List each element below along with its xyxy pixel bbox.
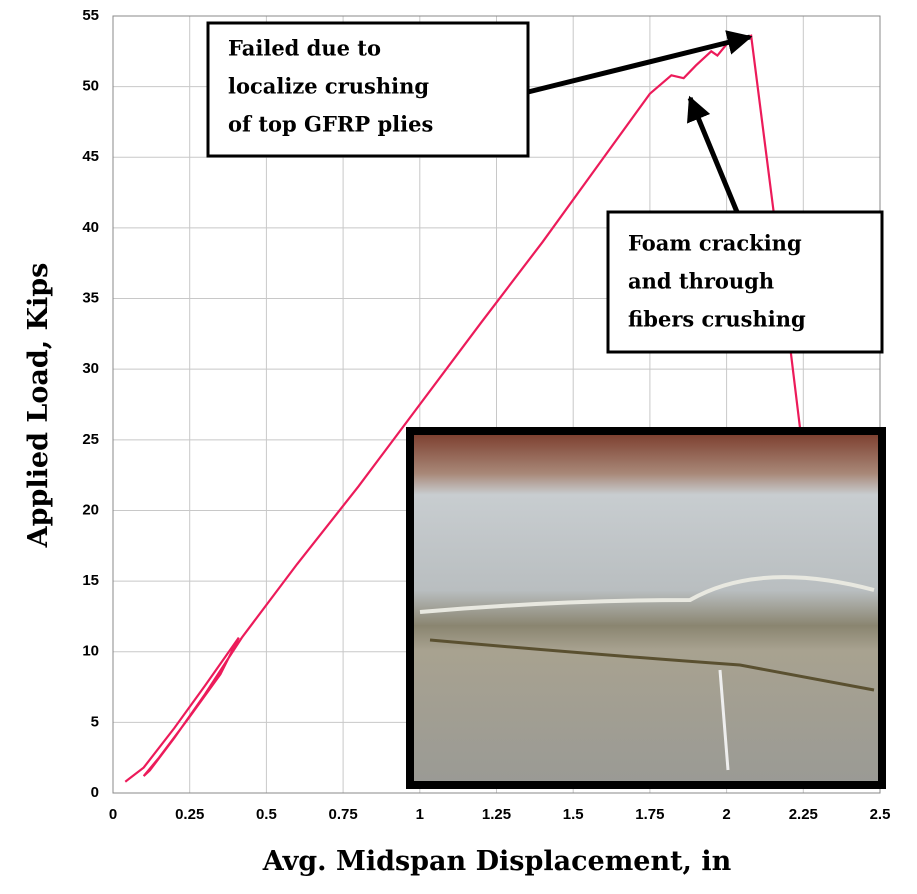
x-tick-label: 0 <box>109 806 117 823</box>
x-tick-label: 1 <box>416 806 424 823</box>
x-tick-label: 2.25 <box>789 806 818 823</box>
y-tick-label: 10 <box>82 643 99 660</box>
x-tick-label: 0.75 <box>328 806 357 823</box>
annotation-text: of top GFRP plies <box>228 112 433 137</box>
annotation-text: and through <box>628 269 774 294</box>
annotation-text: fibers crushing <box>628 307 806 332</box>
x-tick-label: 0.5 <box>256 806 277 823</box>
x-axis-title: Avg. Midspan Displacement, in <box>262 846 732 877</box>
y-tick-label: 50 <box>82 78 99 95</box>
annotation-text: localize crushing <box>228 74 429 99</box>
y-tick-label: 0 <box>91 784 99 801</box>
y-tick-label: 15 <box>82 572 99 589</box>
x-tick-label: 1.5 <box>563 806 584 823</box>
x-tick-label: 1.25 <box>482 806 511 823</box>
y-tick-label: 20 <box>82 501 99 518</box>
annotation <box>208 23 882 352</box>
y-tick-label: 35 <box>82 290 99 307</box>
x-tick-label: 1.75 <box>635 806 664 823</box>
arrow <box>690 98 737 212</box>
annotation-text: Foam cracking <box>628 231 802 256</box>
y-tick-label: 55 <box>82 7 99 24</box>
photo-inset <box>410 431 882 785</box>
annotation-text: Failed due to <box>228 36 381 61</box>
x-tick-label: 2 <box>722 806 730 823</box>
y-tick-label: 40 <box>82 219 99 236</box>
y-tick-label: 45 <box>82 148 99 165</box>
y-tick-label: 25 <box>82 431 99 448</box>
arrow <box>528 37 750 92</box>
y-tick-label: 30 <box>82 360 99 377</box>
chart: Avg. Midspan Displacement, in Applied Lo… <box>0 0 917 894</box>
y-tick-label: 5 <box>91 713 99 730</box>
x-tick-label: 0.25 <box>175 806 204 823</box>
x-tick-label: 2.5 <box>870 806 891 823</box>
y-axis-title: Applied Load, Kips <box>23 263 54 549</box>
